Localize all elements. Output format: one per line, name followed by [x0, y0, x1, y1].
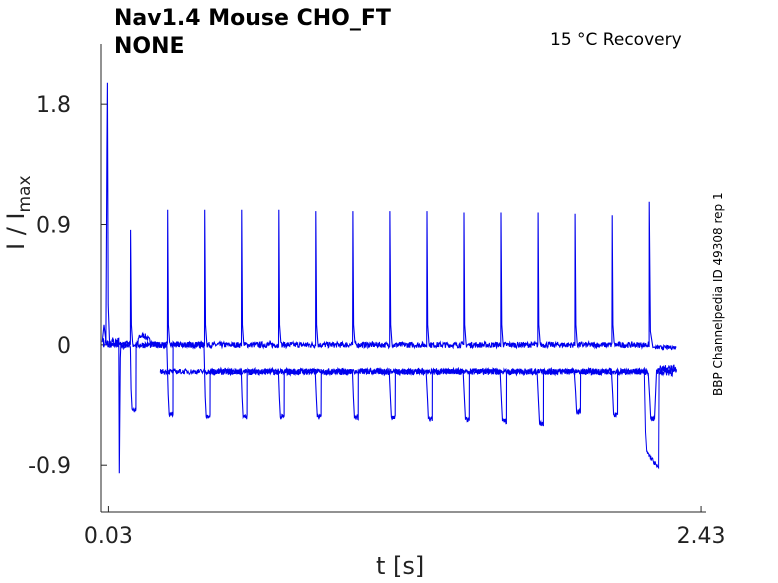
x-axis-label: t [s] [376, 552, 425, 580]
source-side-label: BBP Channelpedia ID 49308 rep 1 [711, 192, 725, 396]
y-axis-label: I / Imax [2, 175, 35, 250]
y-tick-label: 1.8 [36, 93, 71, 118]
y-tick-label: 0 [57, 334, 71, 359]
chart-title-line-2: NONE [114, 34, 185, 59]
x-tick-label: 2.43 [677, 524, 726, 549]
chart-title-line-1: Nav1.4 Mouse CHO_FT [114, 6, 391, 31]
axes [100, 44, 706, 513]
y-axis-label-main: I / I [2, 212, 30, 251]
series-trace-upper [101, 82, 677, 351]
tick-labels: -0.9 0 0.9 1.8 0.03 2.43 [28, 93, 725, 549]
y-axis-label-subscript: max [14, 175, 35, 213]
series-trace-tail [159, 364, 677, 470]
series-traces [101, 82, 677, 474]
y-tick-label: -0.9 [28, 454, 71, 479]
series-trace-lower [102, 337, 677, 474]
y-tick-label: 0.9 [36, 214, 71, 239]
condition-annotation: 15 °C Recovery [550, 30, 682, 50]
x-tick-label: 0.03 [84, 524, 133, 549]
